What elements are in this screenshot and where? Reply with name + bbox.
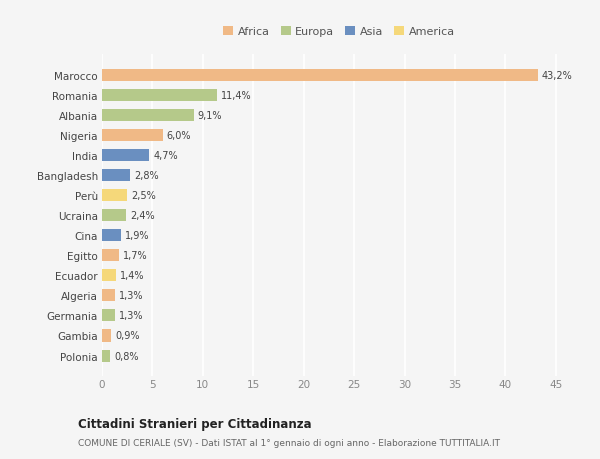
Bar: [102, 70, 538, 82]
Bar: [102, 210, 126, 222]
Text: 6,0%: 6,0%: [167, 131, 191, 141]
Text: 2,4%: 2,4%: [130, 211, 155, 221]
Bar: [102, 90, 217, 102]
Text: 1,3%: 1,3%: [119, 291, 143, 301]
Bar: [102, 250, 119, 262]
Text: 9,1%: 9,1%: [198, 111, 223, 121]
Text: 2,8%: 2,8%: [134, 171, 159, 181]
Bar: [102, 150, 149, 162]
Bar: [102, 330, 111, 342]
Bar: [102, 310, 115, 322]
Bar: [102, 170, 130, 182]
Legend: Africa, Europa, Asia, America: Africa, Europa, Asia, America: [218, 22, 460, 41]
Bar: [102, 130, 163, 142]
Text: 0,8%: 0,8%: [114, 351, 139, 361]
Bar: [102, 190, 127, 202]
Bar: [102, 270, 116, 282]
Bar: [102, 230, 121, 242]
Bar: [102, 290, 115, 302]
Text: 1,4%: 1,4%: [120, 271, 145, 281]
Text: 43,2%: 43,2%: [542, 71, 572, 81]
Text: 1,7%: 1,7%: [123, 251, 148, 261]
Bar: [102, 110, 194, 122]
Text: COMUNE DI CERIALE (SV) - Dati ISTAT al 1° gennaio di ogni anno - Elaborazione TU: COMUNE DI CERIALE (SV) - Dati ISTAT al 1…: [78, 438, 500, 447]
Text: 11,4%: 11,4%: [221, 91, 251, 101]
Text: Cittadini Stranieri per Cittadinanza: Cittadini Stranieri per Cittadinanza: [78, 417, 311, 430]
Text: 1,3%: 1,3%: [119, 311, 143, 321]
Text: 0,9%: 0,9%: [115, 331, 140, 341]
Bar: [102, 350, 110, 362]
Text: 2,5%: 2,5%: [131, 191, 156, 201]
Text: 4,7%: 4,7%: [154, 151, 178, 161]
Text: 1,9%: 1,9%: [125, 231, 149, 241]
